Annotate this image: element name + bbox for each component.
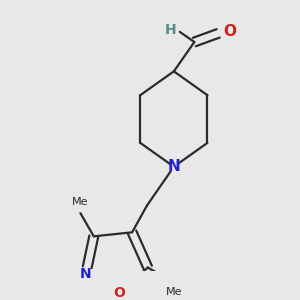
Text: H: H bbox=[165, 23, 176, 37]
Text: O: O bbox=[113, 286, 125, 300]
Text: O: O bbox=[223, 24, 236, 39]
Text: Me: Me bbox=[72, 197, 88, 207]
Text: N: N bbox=[167, 159, 180, 174]
Text: Me: Me bbox=[166, 287, 182, 297]
Text: N: N bbox=[80, 267, 92, 281]
